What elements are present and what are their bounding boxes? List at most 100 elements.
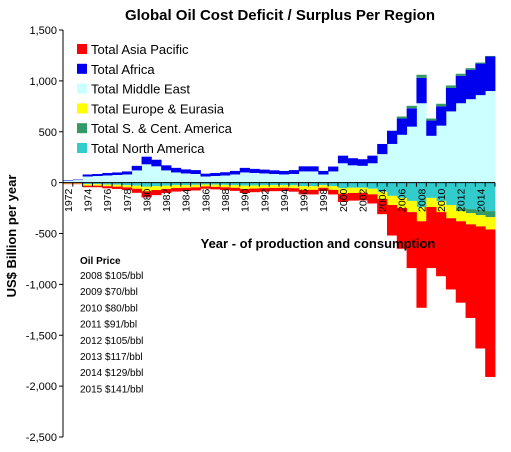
legend: Total Asia Pacific Total Africa Total Midd… xyxy=(77,42,233,156)
x-tick-label: 1994 xyxy=(279,188,291,212)
segment-1991 xyxy=(249,188,260,193)
segment-2010 xyxy=(436,106,447,126)
oil-price-line: 2015 $141/bbl xyxy=(80,384,143,395)
segment-2011 xyxy=(445,88,457,112)
segment-1992 xyxy=(259,173,270,183)
segment-2009 xyxy=(426,118,437,121)
segment-1978 xyxy=(121,171,133,175)
segment-2011 xyxy=(445,205,457,219)
segment-2014 xyxy=(475,63,486,96)
series-layer xyxy=(63,55,496,377)
segment-1998 xyxy=(318,174,329,183)
segment-2006 xyxy=(396,197,408,209)
segment-1977 xyxy=(112,182,123,185)
legend-label: Total Africa xyxy=(91,62,155,77)
segment-1996 xyxy=(298,166,309,172)
segment-1994 xyxy=(279,185,290,188)
segment-1987 xyxy=(210,184,221,187)
segment-1998 xyxy=(318,187,329,192)
x-tick-label: 1980 xyxy=(141,188,153,212)
segment-1994 xyxy=(279,170,290,175)
segment-2000 xyxy=(337,155,349,164)
segment-1991 xyxy=(249,172,260,183)
y-axis-label: US$ Billion per year xyxy=(4,175,19,298)
legend-swatch xyxy=(77,143,87,153)
segment-1994 xyxy=(279,182,290,186)
segment-1990 xyxy=(239,172,250,183)
segment-1999 xyxy=(328,171,339,183)
segment-1988 xyxy=(220,187,231,190)
segment-2002 xyxy=(357,187,368,193)
segment-2000 xyxy=(337,182,349,189)
segment-2015 xyxy=(485,211,496,218)
segment-1980 xyxy=(141,164,152,183)
segment-1985 xyxy=(190,184,201,188)
x-tick-label: 1988 xyxy=(220,188,232,212)
segment-1985 xyxy=(190,170,201,174)
y-tick-label: -2,000 xyxy=(26,381,57,393)
segment-1980 xyxy=(141,156,152,165)
segment-1996 xyxy=(298,186,309,190)
segment-1990 xyxy=(239,188,250,193)
segment-1995 xyxy=(288,182,300,186)
segment-2012 xyxy=(455,182,466,209)
legend-swatch xyxy=(77,123,87,134)
x-tick-label: 2002 xyxy=(357,188,369,212)
segment-1987 xyxy=(210,182,221,185)
segment-1982 xyxy=(161,165,172,171)
segment-2004 xyxy=(377,191,388,199)
segment-2001 xyxy=(347,165,358,183)
segment-1974 xyxy=(82,182,93,185)
segment-2007 xyxy=(406,108,417,127)
oil-price-annotation: Oil Price 2008 $105/bbl 2009 $70/bbl 2010 $… xyxy=(80,256,143,395)
segment-2010 xyxy=(436,103,447,107)
segment-2015 xyxy=(485,229,496,377)
segment-2002 xyxy=(357,192,368,201)
y-tick-label: 500 xyxy=(39,127,57,139)
segment-1984 xyxy=(180,187,192,192)
segment-2000 xyxy=(337,163,349,183)
x-tick-label: 1976 xyxy=(102,188,114,212)
segment-1982 xyxy=(161,188,172,193)
segment-1992 xyxy=(259,185,270,189)
segment-1989 xyxy=(229,185,241,188)
segment-1984 xyxy=(180,185,192,188)
segment-1983 xyxy=(171,185,182,189)
segment-2011 xyxy=(445,218,457,290)
segment-2013 xyxy=(465,68,476,70)
segment-1983 xyxy=(171,182,182,186)
segment-2007 xyxy=(406,105,417,109)
segment-2003 xyxy=(367,188,378,195)
segment-1975 xyxy=(92,185,103,188)
legend-item: Total North America xyxy=(77,141,205,156)
x-tick-label: 1990 xyxy=(240,188,252,212)
legend-label: Total Middle East xyxy=(91,82,190,97)
series-total-africa-surplus xyxy=(63,56,496,181)
series-total-s-cent-america-deficit xyxy=(455,208,496,218)
segment-1995 xyxy=(288,173,300,183)
segment-2012 xyxy=(455,103,466,183)
segment-2002 xyxy=(357,159,368,166)
x-tick-label: 1998 xyxy=(318,188,330,212)
x-tick-label: 2006 xyxy=(397,188,409,212)
x-tick-label: 1992 xyxy=(259,188,271,212)
oil-price-line: 2011 $91/bbl xyxy=(80,320,137,331)
x-tick-label: 1996 xyxy=(299,188,311,212)
x-tick-label: 2014 xyxy=(475,188,487,212)
legend-item: Total Asia Pacific xyxy=(77,42,189,57)
segment-2014 xyxy=(475,226,486,349)
segment-1974 xyxy=(82,174,93,177)
segment-1986 xyxy=(200,176,211,183)
segment-2008 xyxy=(416,207,427,222)
segment-2010 xyxy=(436,200,447,213)
segment-2006 xyxy=(396,116,408,119)
segment-1972 xyxy=(63,183,74,184)
oil-price-title: Oil Price xyxy=(80,256,121,267)
x-tick-label: 1972 xyxy=(63,188,75,212)
segment-1980 xyxy=(141,186,152,192)
legend-swatch xyxy=(77,83,87,94)
segment-2015 xyxy=(485,55,496,57)
segment-2012 xyxy=(455,73,466,76)
segment-2001 xyxy=(347,187,358,193)
x-tick-label: 2004 xyxy=(377,188,389,212)
